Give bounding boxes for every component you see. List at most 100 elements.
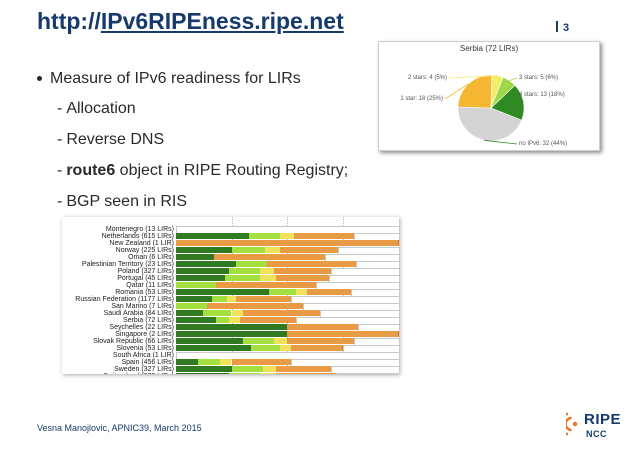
bar-segment-s4 (176, 261, 236, 267)
bar-segment-s3 (215, 317, 230, 323)
bar-row (176, 233, 399, 241)
bar-row-label: Switzerland (373 LIRs) (103, 373, 174, 375)
bar-segment-s3 (198, 359, 221, 365)
pie-slice-label: 4 stars: 13 (18%) (519, 92, 565, 98)
pie-slice-label: no IPv6: 32 (44%) (519, 141, 568, 147)
bar-row-label: Sweden (327 LIRs) (114, 365, 174, 373)
bar-row-label: Norway (225 LIRs) (115, 246, 174, 254)
bar-row (176, 275, 399, 283)
subitem-route6: - route6 object in RIPE Routing Registry; (57, 162, 457, 180)
bar-segment-s4 (176, 247, 232, 253)
slide-number: 3 (556, 21, 569, 34)
bar-row (176, 359, 399, 367)
bar-segment-s4 (176, 338, 243, 344)
bar-segment-s4 (176, 289, 270, 295)
subitem-text: object in RIPE Routing Registry; (115, 162, 349, 179)
bar-segment-s1 (287, 338, 355, 344)
bar-segment-s3 (269, 289, 296, 295)
bar-segment-s4 (176, 268, 230, 274)
bar-row-label: Seychelles (22 LIRs) (109, 323, 174, 331)
bar-segment-s3 (202, 310, 232, 316)
bar-row-label: Singapore (2 LIRs) (115, 330, 174, 338)
bar-row (176, 366, 399, 374)
subitem-dash: - (57, 100, 63, 117)
bar-segment-s4 (176, 254, 214, 260)
bullet-list: Measure of IPv6 readiness for LIRs - Allo… (37, 70, 457, 224)
bar-row-label: Portugal (45 LIRs) (117, 274, 174, 282)
bar-row (176, 324, 399, 332)
bullet-main: Measure of IPv6 readiness for LIRs (37, 70, 457, 88)
title-prefix: http:// (37, 8, 101, 34)
subitem-dash: - (57, 162, 63, 179)
logo-text-ripe: RIPE (584, 411, 622, 428)
footer-text: Vesna Manojlovic, APNIC39, March 2015 (37, 423, 202, 433)
bar-segment-s2 (262, 366, 276, 372)
subitem-bgp: - BGP seen in RIS (57, 193, 457, 211)
bar-segment-s2 (229, 317, 241, 323)
pie-title: Serbia (72 LIRs) (459, 44, 519, 53)
subitem-text: Allocation (66, 100, 136, 117)
bar-segment-s2 (231, 310, 243, 316)
subitem-text: Reverse DNS (66, 131, 165, 148)
bar-segment-s3 (229, 268, 261, 274)
country-bar-chart: Montenegro (13 LIRs) Netherlands (615 LIR… (62, 217, 399, 374)
bar-segment-s3 (176, 303, 208, 309)
bar-segment-s1 (275, 275, 331, 281)
bar-segment-s1 (306, 289, 353, 295)
bar-segment-s1 (293, 233, 355, 239)
pie-leader-line (516, 94, 524, 103)
bar-segment-s1 (213, 254, 326, 260)
bar-segment-s2 (280, 345, 292, 351)
bar-segment-s2 (227, 296, 236, 302)
bar-segment-s4 (176, 331, 287, 337)
bar-row-label: Russian Federation (1177 LIRs) (75, 295, 174, 303)
subitem-bold: route6 (66, 162, 116, 179)
bar-segment-s1 (215, 282, 317, 288)
subitem-allocation: - Allocation (57, 100, 457, 118)
pie-leader-line (444, 83, 469, 100)
slide-number-value: 3 (563, 22, 570, 34)
slide-title: http://IPv6RIPEness.ripe.net (37, 8, 344, 35)
bar-row-label: Montenegro (13 LIRs) (105, 225, 174, 233)
pie-leader-line (484, 139, 518, 145)
bar-row (176, 268, 399, 276)
bar-segment-s3 (231, 247, 265, 253)
bar-row (176, 282, 399, 290)
bar-row-label: South Africa (1 LIR) (112, 351, 174, 359)
bar-row (176, 317, 399, 325)
bar-segment-s2 (295, 289, 307, 295)
bar-segment-s3 (231, 366, 263, 372)
bar-segment-s1 (231, 359, 293, 365)
bar-row (176, 303, 399, 311)
bar-segment-s4 (176, 310, 203, 316)
bar-segment-s1 (280, 247, 340, 253)
bar-segment-s4 (176, 359, 199, 365)
bar-row-label: San Marino (7 LIRs) (111, 302, 174, 310)
bullet-main-text: Measure of IPv6 readiness for LIRs (50, 70, 301, 87)
bar-segment-s2 (260, 268, 274, 274)
pie-slice-label: 3 stars: 5 (6%) (519, 75, 559, 81)
bar-segment-s1 (267, 261, 357, 267)
bar-row (176, 338, 399, 346)
bar-segment-s4 (176, 233, 250, 239)
bar-segment-s4 (176, 324, 287, 330)
bar-segment-s1 (287, 324, 360, 330)
bar-segment-s3 (249, 233, 281, 239)
bar-row (176, 247, 399, 255)
bar-segment-s4 (176, 366, 232, 372)
bar-row (176, 254, 399, 262)
pie-slice (490, 84, 525, 121)
bar-row-label: Oman (6 LIRs) (128, 253, 174, 261)
bar-segment-s2 (273, 338, 287, 344)
bar-row-label: Slovenia (53 LIRs) (116, 344, 174, 352)
bar-segment-s1 (235, 296, 293, 302)
title-link[interactable]: IPv6RIPEness.ripe.net (100, 8, 344, 34)
gridline (342, 217, 344, 374)
bar-segment-s1 (291, 345, 344, 351)
bar-row-label: Poland (327 LIRs) (117, 267, 174, 275)
ripe-logo-icon (566, 412, 578, 436)
pie-leader-line (448, 75, 498, 79)
bar-row-label: Saudi Arabia (84 LIRs) (103, 309, 174, 317)
subitem-text: BGP seen in RIS (66, 193, 187, 210)
bar-row (176, 261, 399, 269)
